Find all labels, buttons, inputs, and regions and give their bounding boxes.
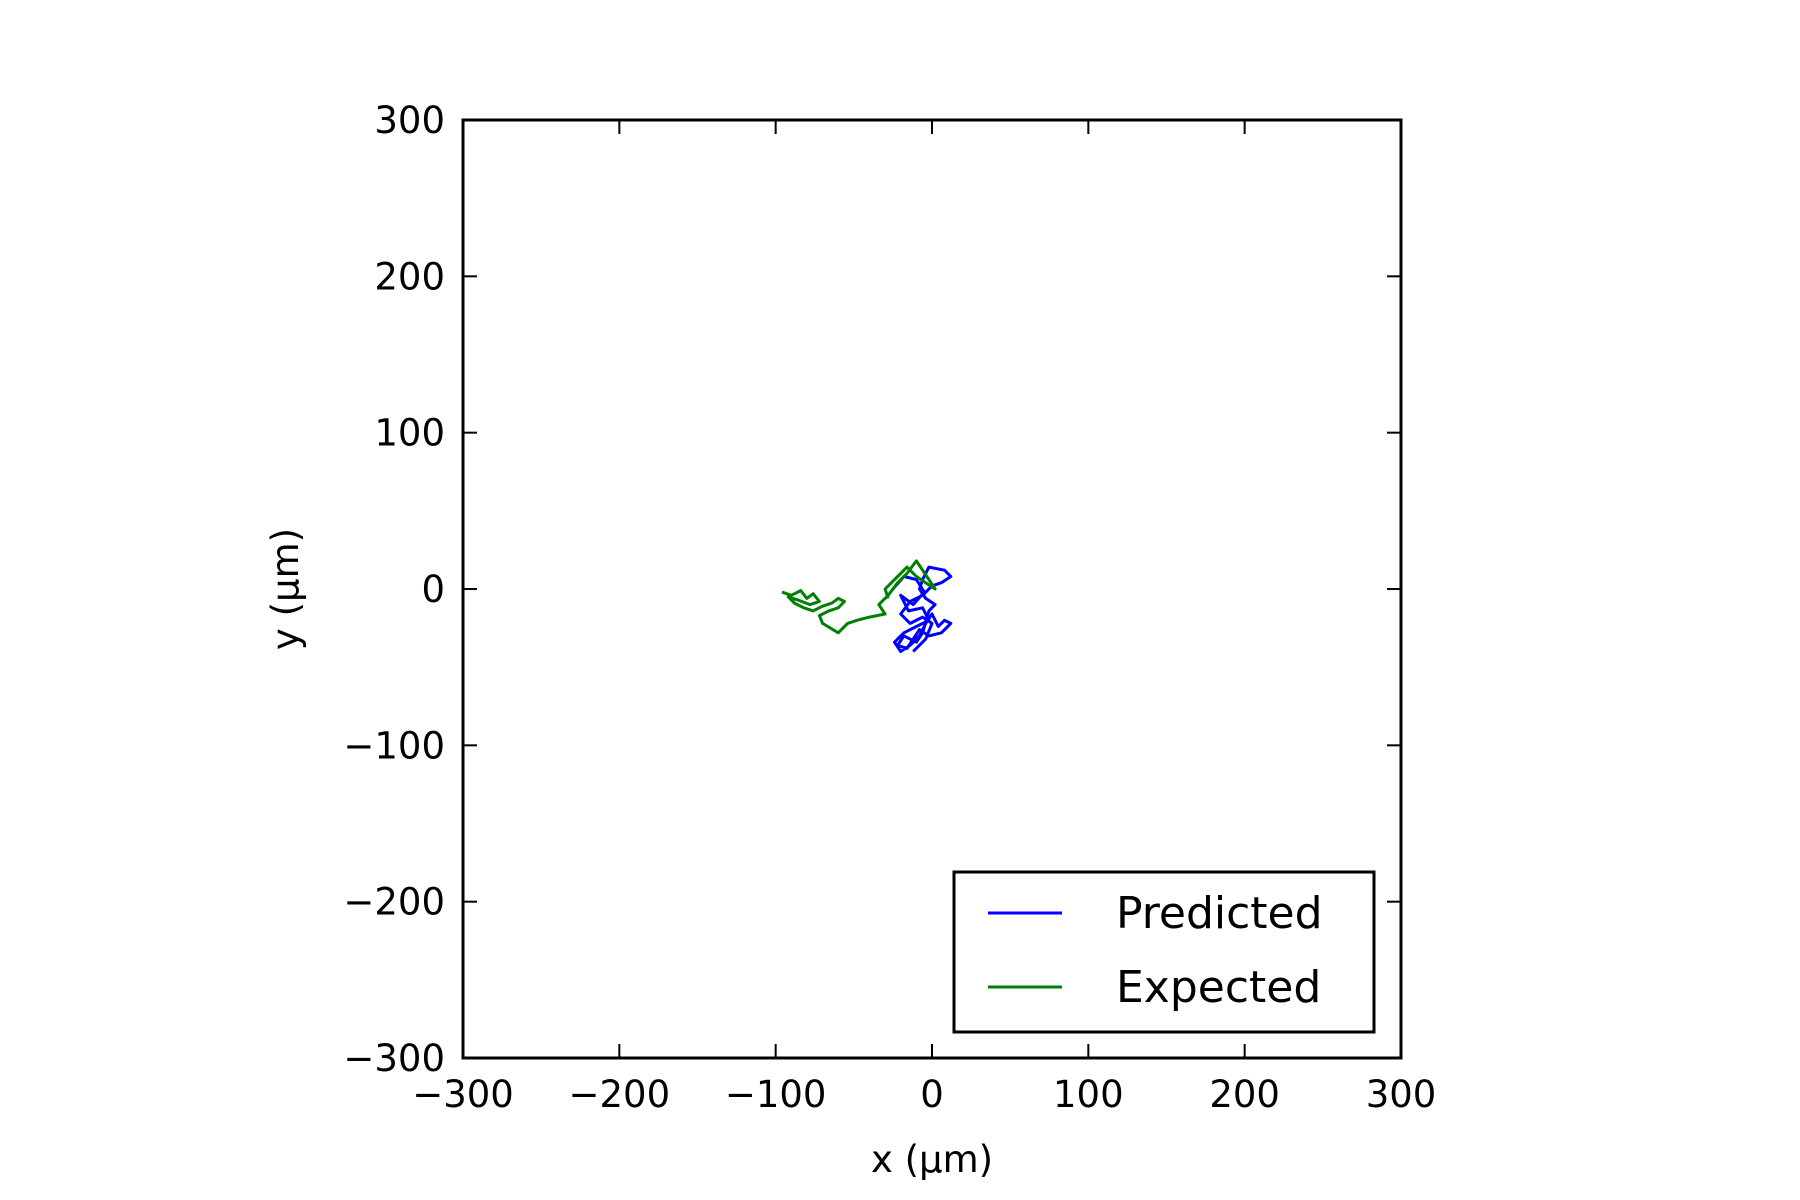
y-tick-label: 0 <box>421 568 445 611</box>
x-tick-label: 300 <box>1366 1073 1437 1116</box>
x-tick-label: −300 <box>412 1073 514 1116</box>
legend: Predicted Expected <box>952 870 1376 1034</box>
legend-label-expected: Expected <box>1116 962 1321 1013</box>
y-tick-label: 300 <box>374 99 445 142</box>
x-tick-label: 100 <box>1053 1073 1124 1116</box>
legend-frame <box>952 870 1376 1034</box>
x-tick-label: −100 <box>725 1073 827 1116</box>
series-line-expected <box>781 559 937 635</box>
legend-label-predicted: Predicted <box>1116 888 1323 939</box>
y-tick-label: −100 <box>343 724 445 767</box>
y-tick-label: 200 <box>374 255 445 298</box>
y-axis-label: y (µm) <box>264 528 307 650</box>
series-line-predicted <box>891 565 953 653</box>
x-tick-label: 0 <box>920 1073 944 1116</box>
x-axis-label: x (µm) <box>871 1138 993 1181</box>
y-tick-label: −200 <box>343 881 445 924</box>
y-tick-label: −300 <box>343 1037 445 1080</box>
x-tick-label: −200 <box>569 1073 671 1116</box>
data-series <box>781 559 953 653</box>
axis-ticks: −300 −200 −100 0 100 200 300 −300 −200 −100 0 100 20… <box>343 99 1436 1116</box>
x-tick-label: 200 <box>1209 1073 1280 1116</box>
y-tick-label: 100 <box>374 412 445 455</box>
